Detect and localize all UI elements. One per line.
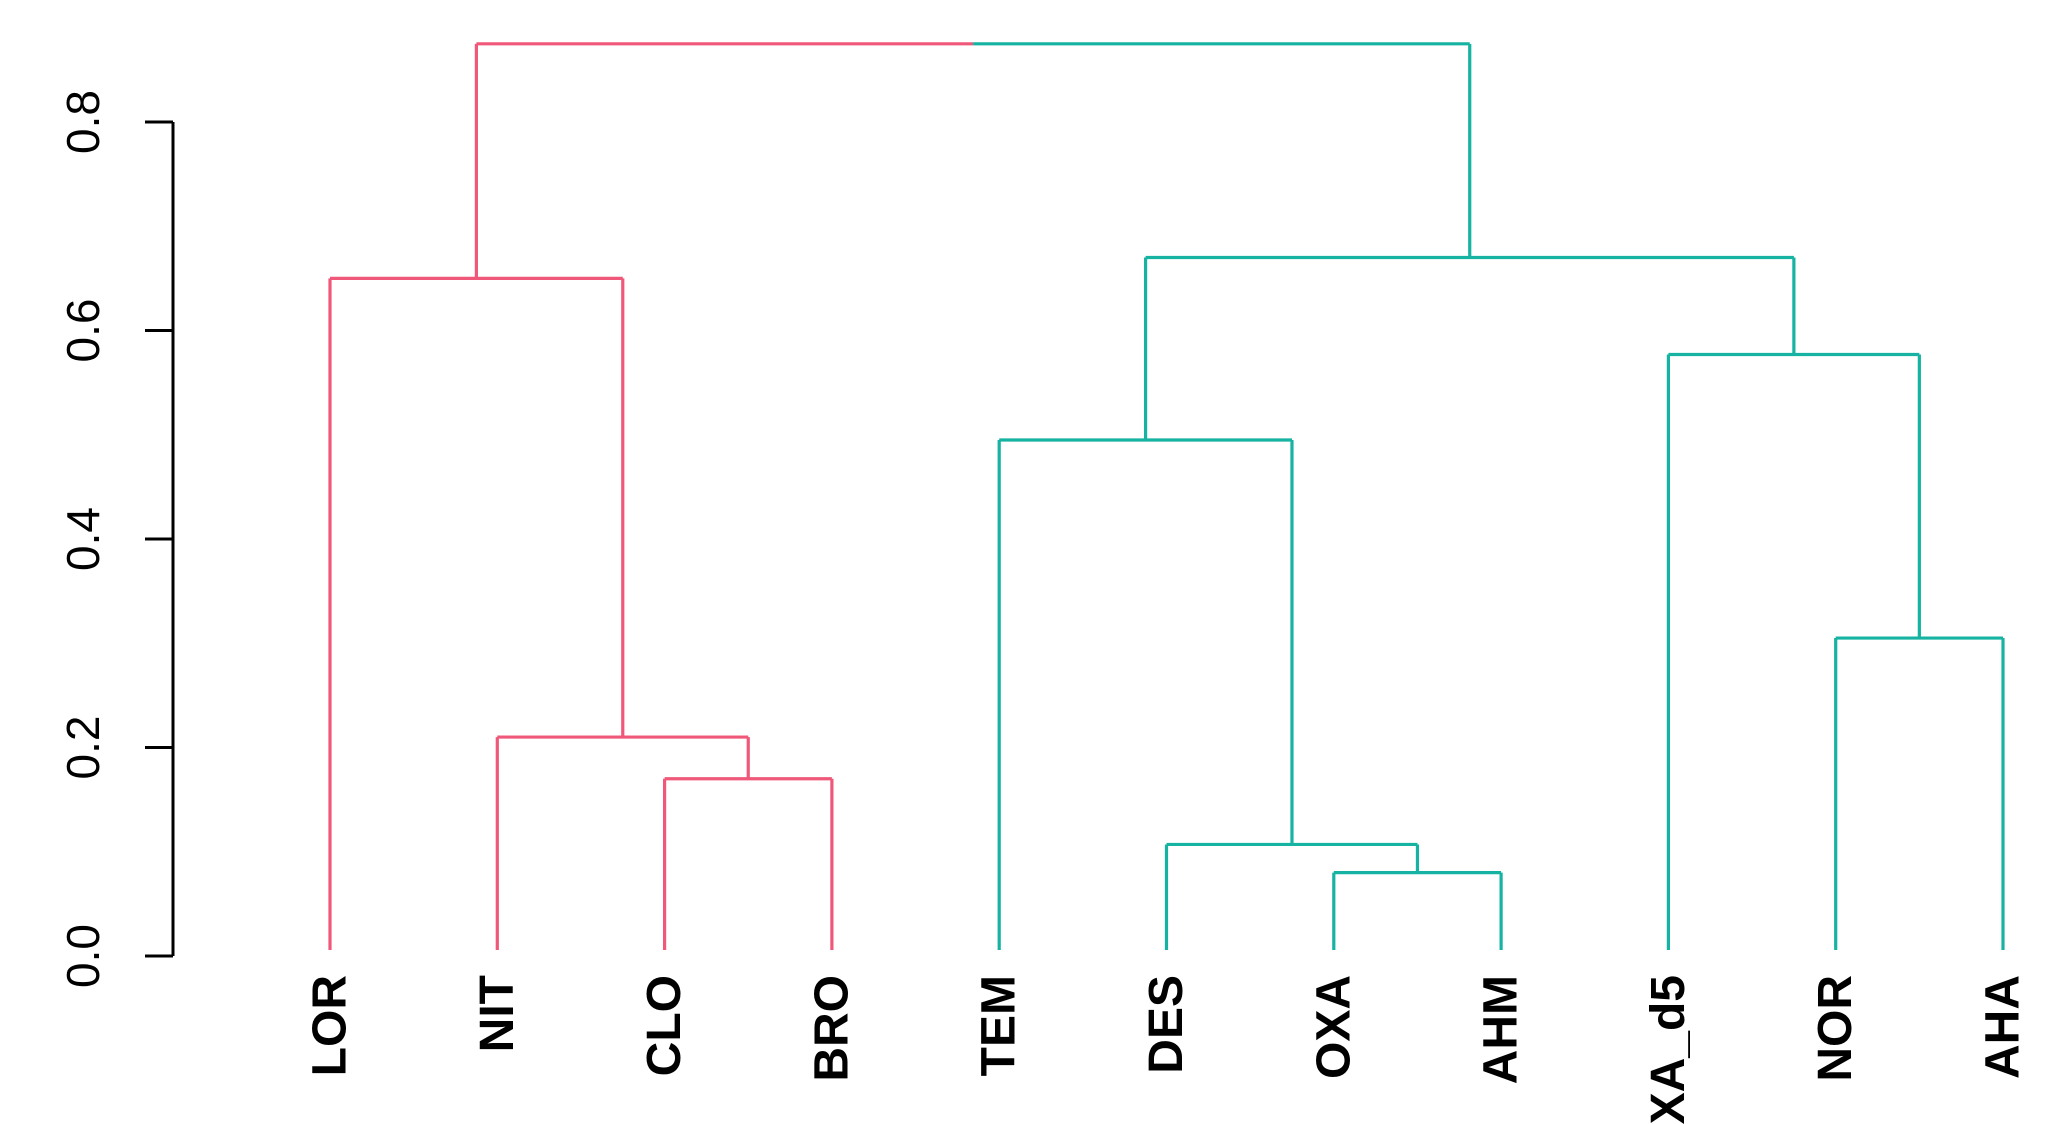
y-tick-label: 0.8 — [57, 90, 109, 154]
leaf-label: DES — [1140, 975, 1193, 1074]
leaf-label: LOR — [304, 975, 357, 1076]
leaf-label: AHA — [1977, 975, 2030, 1079]
leaf-label: OXA_d5 — [1642, 975, 1695, 1124]
y-axis: 0.0 0.2 0.4 0.6 0.8 — [57, 90, 175, 988]
leaf-label: NOR — [1809, 975, 1862, 1082]
dendrogram-branches — [328, 42, 2005, 950]
leaf-label: OXA — [1307, 975, 1360, 1079]
y-tick-label: 0.6 — [57, 299, 109, 363]
leaf-labels: LOR NIT CLO BRO TEM DES OXA AHM OXA_d5 NOR AHA — [304, 975, 2030, 1124]
leaf-label: TEM — [973, 975, 1026, 1076]
leaf-label: BRO — [805, 975, 858, 1082]
y-tick-label: 0.4 — [57, 507, 109, 571]
leaf-label: NIT — [471, 975, 524, 1052]
y-tick-label: 0.0 — [57, 924, 109, 988]
y-tick-label: 0.2 — [57, 716, 109, 780]
leaf-label: AHM — [1475, 975, 1528, 1084]
leaf-label: CLO — [638, 975, 691, 1076]
